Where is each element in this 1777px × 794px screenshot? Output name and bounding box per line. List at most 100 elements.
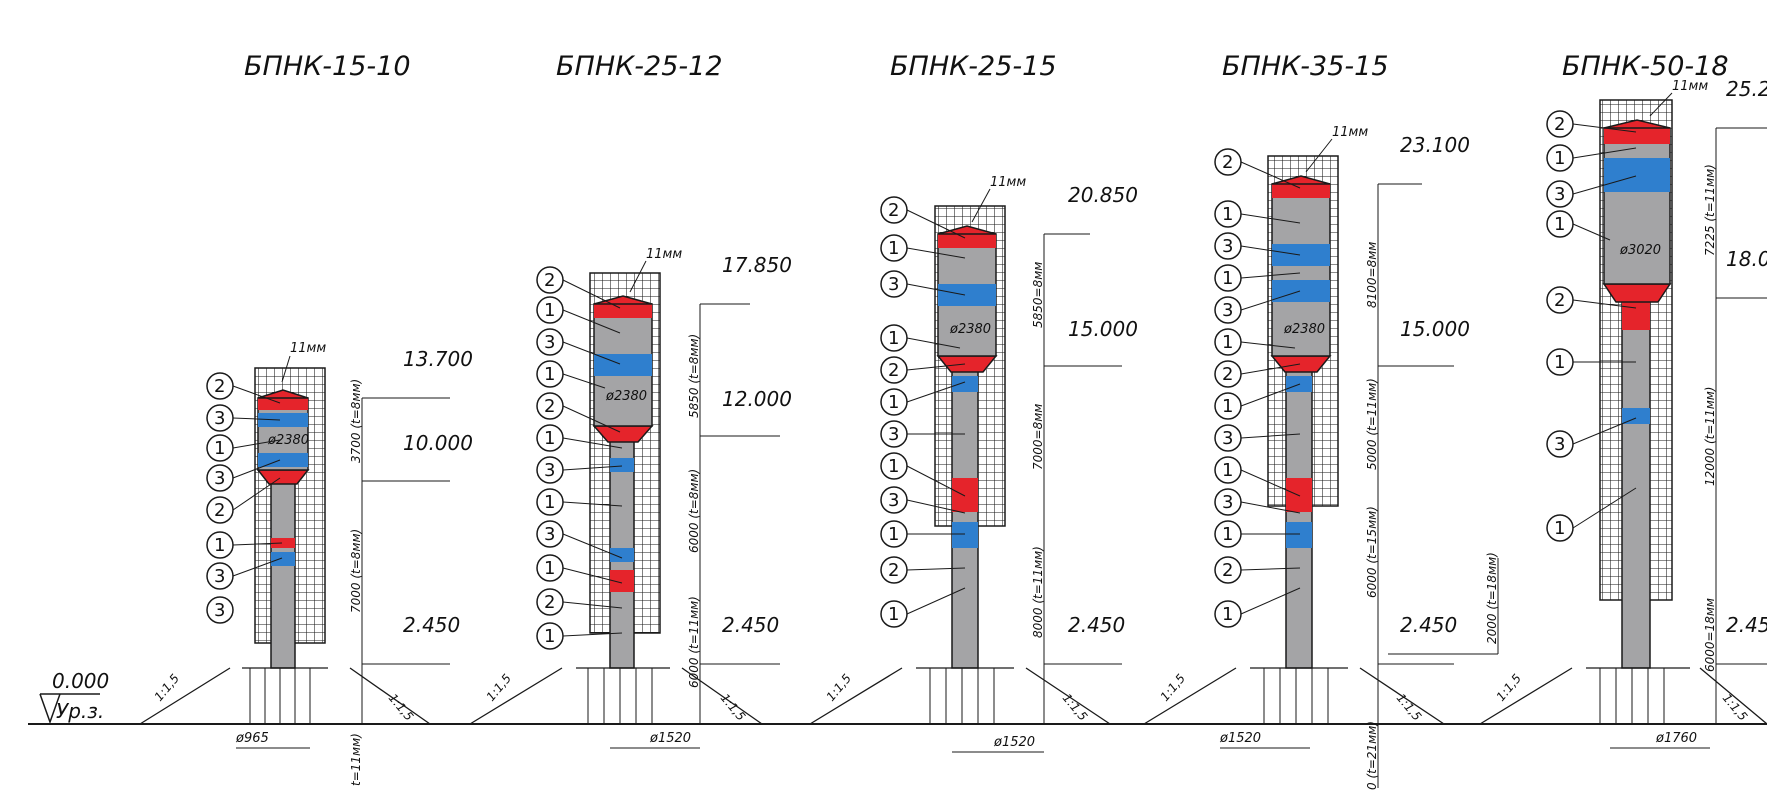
slope-left: 1:1,5 [1494,671,1525,704]
callout: 2 [536,588,564,616]
tower-bpnk-25-15: БПНК-25-15 ø2380 11мм 2 1 3 1 2 1 3 1 3 … [809,51,1138,753]
dim-label: 6000=18мм [1703,598,1717,672]
shaft-band-blue [1286,522,1312,548]
tower-shaft [951,369,979,669]
elevation-mid: 15.000 [1400,317,1470,341]
dim-label: 5850 (t=8мм) [687,334,701,418]
mesh-note: 11мм [1332,125,1368,140]
tower-title: БПНК-25-12 [556,51,723,82]
shaft-band-red [1286,478,1312,512]
foundation [809,667,1111,725]
tower-bpnk-15-10: БПНК-15-10 ø2380 11мм 2 3 1 3 2 1 3 3 37… [139,51,473,786]
mesh-leader [281,355,291,383]
tank-band-blue [938,284,996,306]
callout: 3 [206,562,234,590]
callout: 2 [880,356,908,384]
svg-text:1: 1 [544,558,555,579]
callout: 1 [1214,392,1242,420]
callout: 3 [880,486,908,514]
svg-text:2: 2 [214,376,225,397]
callout: 1 [1546,348,1574,376]
elevation-mid: 15.000 [1068,317,1138,341]
callout: 3 [880,420,908,448]
tank-band-red [594,304,652,318]
svg-text:2: 2 [1222,364,1233,385]
dim-label: 6000 (t=8мм) [687,469,701,553]
svg-text:1: 1 [1222,268,1233,289]
svg-text:1: 1 [1222,332,1233,353]
tank-band-red [1272,184,1330,198]
callout: 2 [536,392,564,420]
shaft-band-red [952,478,978,512]
svg-text:3: 3 [1222,492,1233,513]
tank-band-red [258,398,308,410]
callout: 3 [206,464,234,492]
tank-band-red [938,234,996,248]
shaft-band-blue [271,552,295,566]
callout: 2 [880,196,908,224]
tower-bpnk-35-15: БПНК-35-15 ø2380 11мм 2 1 3 1 3 1 2 1 3 … [1143,51,1499,790]
svg-text:3: 3 [1554,434,1565,455]
svg-text:1: 1 [1222,524,1233,545]
shaft-band-blue [610,458,634,472]
callout: 1 [536,360,564,388]
tower-shaft [270,467,296,669]
elevation-top: 23.100 [1400,133,1470,157]
slope-left: 1:1,5 [824,671,855,704]
svg-text:1: 1 [1222,604,1233,625]
tank-diameter: ø2380 [267,433,309,448]
svg-text:1: 1 [1222,396,1233,417]
svg-text:3: 3 [888,490,899,511]
svg-text:1: 1 [1554,518,1565,539]
callout: 3 [1214,424,1242,452]
svg-text:2: 2 [1554,290,1565,311]
svg-text:1: 1 [1222,204,1233,225]
callout: 2 [880,556,908,584]
ground-marker-arrow [39,693,61,725]
tank-band-blue [1604,158,1670,192]
svg-text:2: 2 [544,396,555,417]
callout: 1 [206,531,234,559]
callout: 1 [880,600,908,628]
tank-band-blue [258,453,308,467]
elevation-base: 2.450 [1726,613,1767,637]
svg-text:1: 1 [544,300,555,321]
callout: 3 [206,596,234,624]
tower-title: БПНК-50-18 [1562,51,1729,82]
callout: 2 [1546,286,1574,314]
callout: 1 [1214,264,1242,292]
elevation-mid: 12.000 [722,387,792,411]
svg-text:1: 1 [214,438,225,459]
shaft-band-blue [1622,408,1650,424]
ground-elevation: 0.000 [52,669,109,693]
shaft-band-blue [952,376,978,392]
svg-text:1: 1 [544,492,555,513]
callout: 1 [1546,514,1574,542]
callout: 3 [880,270,908,298]
leader-lines [906,209,966,615]
svg-text:3: 3 [888,274,899,295]
callout: 1 [1546,144,1574,172]
slope-right: 1:1,5 [386,691,417,724]
base-diameter: ø1520 [1219,731,1261,746]
callout: 3 [536,456,564,484]
piles [929,668,995,724]
tower-bpnk-50-18: БПНК-50-18 ø3020 11мм 2 1 3 1 2 1 3 1 72… [1479,51,1767,749]
callout: 1 [536,622,564,650]
elevation-mid: 10.000 [403,431,473,455]
tank-body [1603,127,1671,285]
callout: 1 [536,488,564,516]
callout: 1 [1214,200,1242,228]
mesh-note: 11мм [290,341,326,356]
dim-label: 0 (t=21мм) [1365,721,1379,790]
svg-text:1: 1 [888,328,899,349]
mesh-leader [1305,138,1333,173]
tank-band-red [1604,128,1670,144]
svg-text:3: 3 [544,332,555,353]
svg-text:1: 1 [888,456,899,477]
callout: 1 [880,234,908,262]
svg-text:3: 3 [1222,428,1233,449]
tower-bpnk-25-12: БПНК-25-12 ø2380 11мм 2 1 3 1 2 1 3 1 3 … [469,51,792,749]
dim-label: 7000 (t=8мм) [349,529,363,613]
callout: 1 [1546,210,1574,238]
